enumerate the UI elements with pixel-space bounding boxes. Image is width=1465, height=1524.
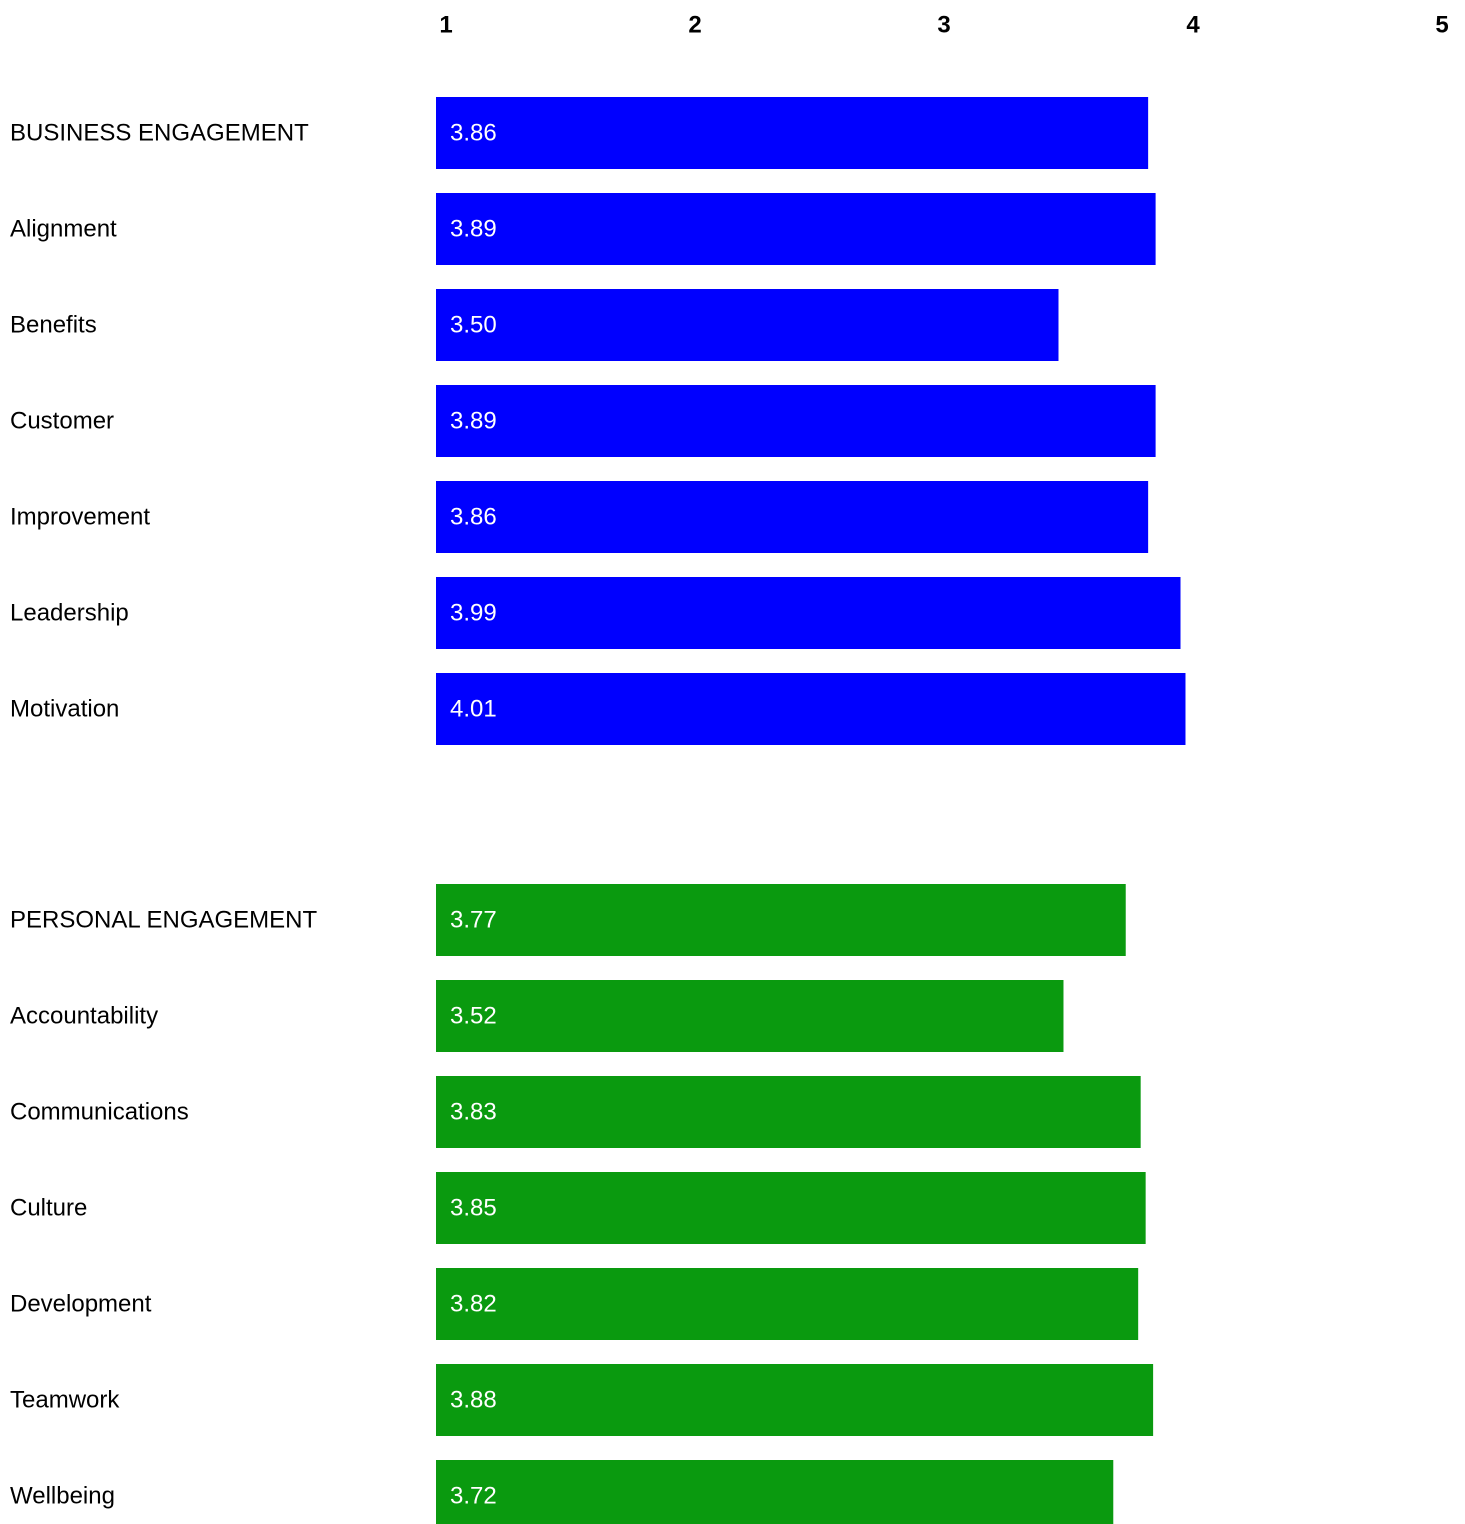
category-label: BUSINESS ENGAGEMENT <box>10 120 309 147</box>
category-label: Wellbeing <box>10 1483 115 1510</box>
x-tick-label: 5 <box>1435 12 1448 39</box>
bar <box>436 289 1059 361</box>
bar-value-label: 3.88 <box>450 1387 497 1414</box>
bar-value-label: 3.99 <box>450 600 497 627</box>
category-label: Motivation <box>10 696 119 723</box>
category-label: PERSONAL ENGAGEMENT <box>10 907 318 934</box>
bar-group: PERSONAL ENGAGEMENT 3.77 Accountability 3.5… <box>10 884 1154 1524</box>
category-label: Benefits <box>10 312 97 339</box>
bar <box>436 673 1186 745</box>
bar <box>436 980 1064 1052</box>
category-label: Customer <box>10 408 114 435</box>
bar-value-label: 3.82 <box>450 1291 497 1318</box>
bar-groups: BUSINESS ENGAGEMENT 3.86 Alignment 3.89 Bene… <box>10 97 1186 1524</box>
category-label: Improvement <box>10 504 150 531</box>
bar <box>436 1364 1154 1436</box>
x-tick-label: 4 <box>1186 12 1200 39</box>
bar <box>436 193 1156 265</box>
bar <box>436 1268 1139 1340</box>
bar-value-label: 3.86 <box>450 504 497 531</box>
category-label: Alignment <box>10 216 117 243</box>
bar-group: BUSINESS ENGAGEMENT 3.86 Alignment 3.89 Bene… <box>10 97 1186 745</box>
bar-value-label: 3.89 <box>450 216 497 243</box>
bar <box>436 1172 1146 1244</box>
x-tick-label: 2 <box>688 12 701 39</box>
bar-value-label: 3.52 <box>450 1003 497 1030</box>
x-axis-ticks: 1 2 3 4 5 <box>439 12 1448 39</box>
bar <box>436 385 1156 457</box>
bar <box>436 884 1126 956</box>
bar-value-label: 4.01 <box>450 696 497 723</box>
bar <box>436 481 1149 553</box>
category-label: Accountability <box>10 1003 158 1030</box>
category-label: Leadership <box>10 600 129 627</box>
x-tick-label: 1 <box>439 12 452 39</box>
bar-value-label: 3.77 <box>450 907 497 934</box>
bar-value-label: 3.72 <box>450 1483 497 1510</box>
bar <box>436 577 1181 649</box>
category-label: Development <box>10 1291 152 1318</box>
bar-value-label: 3.50 <box>450 312 497 339</box>
bar <box>436 97 1149 169</box>
bar <box>436 1076 1141 1148</box>
category-label: Communications <box>10 1099 189 1126</box>
bar <box>436 1460 1114 1524</box>
bar-value-label: 3.83 <box>450 1099 497 1126</box>
bar-value-label: 3.89 <box>450 408 497 435</box>
x-tick-label: 3 <box>937 12 950 39</box>
category-label: Culture <box>10 1195 87 1222</box>
bar-value-label: 3.85 <box>450 1195 497 1222</box>
category-label: Teamwork <box>10 1387 120 1414</box>
bar-value-label: 3.86 <box>450 120 497 147</box>
